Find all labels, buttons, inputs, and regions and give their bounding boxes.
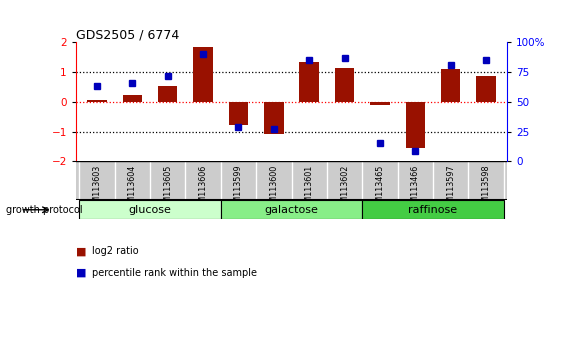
Text: GSM113602: GSM113602: [340, 164, 349, 213]
Bar: [264, 102, 283, 133]
Text: GSM113465: GSM113465: [375, 164, 384, 213]
Bar: [87, 100, 107, 102]
Bar: [194, 47, 213, 102]
Bar: [79, 200, 221, 219]
Bar: [158, 86, 177, 102]
Text: GSM113598: GSM113598: [482, 164, 490, 213]
Bar: [441, 69, 461, 102]
Text: GDS2505 / 6774: GDS2505 / 6774: [76, 28, 179, 41]
Bar: [221, 200, 362, 219]
Text: ■: ■: [76, 246, 86, 256]
Bar: [362, 200, 504, 219]
Text: growth protocol: growth protocol: [6, 205, 82, 215]
Text: GSM113600: GSM113600: [269, 164, 278, 212]
Bar: [406, 102, 425, 148]
Bar: [122, 95, 142, 102]
Text: GSM113604: GSM113604: [128, 164, 137, 212]
Text: log2 ratio: log2 ratio: [92, 246, 139, 256]
Text: GSM113606: GSM113606: [199, 164, 208, 212]
Bar: [300, 62, 319, 102]
Text: ■: ■: [76, 268, 86, 278]
Text: GSM113597: GSM113597: [446, 164, 455, 213]
Bar: [229, 102, 248, 125]
Bar: [370, 102, 389, 105]
Text: glucose: glucose: [129, 205, 171, 215]
Bar: [335, 68, 354, 102]
Text: GSM113599: GSM113599: [234, 164, 243, 213]
Bar: [476, 76, 496, 102]
Text: GSM113466: GSM113466: [411, 164, 420, 212]
Text: galactose: galactose: [265, 205, 318, 215]
Text: GSM113605: GSM113605: [163, 164, 172, 213]
Text: GSM113601: GSM113601: [305, 164, 314, 212]
Text: GSM113603: GSM113603: [93, 164, 101, 212]
Text: raffinose: raffinose: [408, 205, 458, 215]
Text: percentile rank within the sample: percentile rank within the sample: [92, 268, 257, 278]
